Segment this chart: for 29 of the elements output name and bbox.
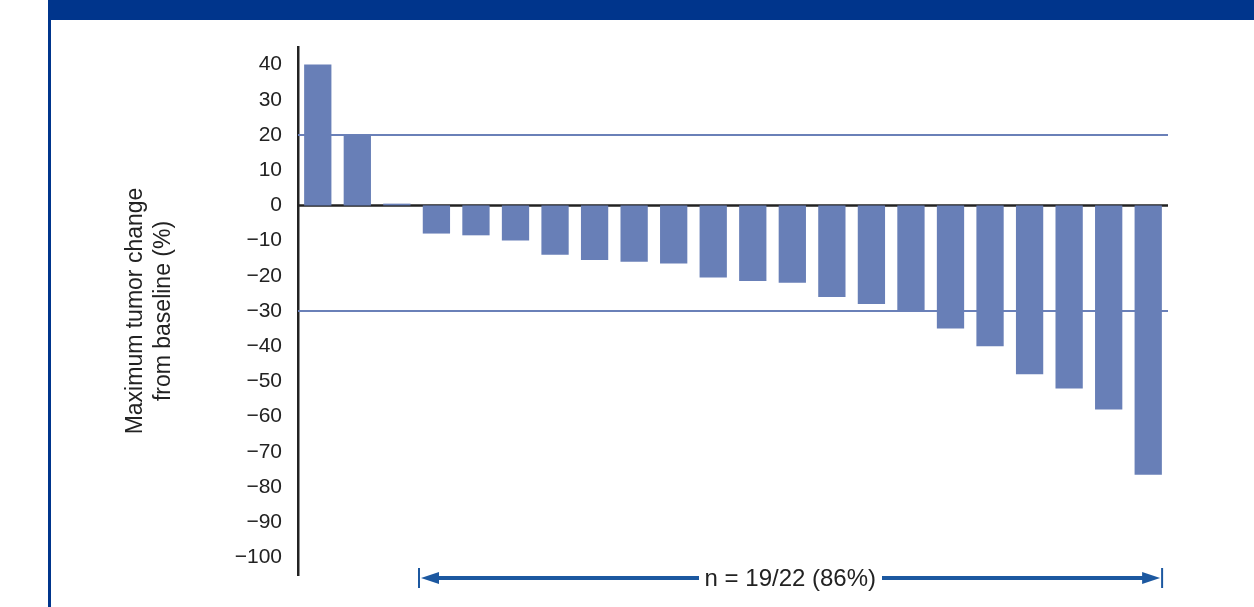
- y-tick-label: −80: [246, 473, 282, 497]
- y-tick-label: −100: [234, 544, 282, 568]
- bar: [699, 205, 727, 278]
- y-tick-label: −20: [246, 262, 282, 286]
- y-tick-label: −50: [246, 368, 282, 392]
- y-tick-label: 30: [258, 86, 282, 110]
- y-tick-label: 10: [258, 157, 282, 180]
- y-tick-label: −90: [246, 509, 282, 532]
- bar: [620, 205, 648, 262]
- y-tick-label: 0: [270, 192, 282, 216]
- y-tick-label: 20: [258, 121, 282, 145]
- bar: [580, 205, 609, 260]
- bar: [422, 205, 451, 234]
- bar: [739, 205, 767, 282]
- bar: [501, 205, 530, 241]
- y-tick-label: −70: [246, 438, 282, 462]
- bar: [660, 205, 688, 264]
- bar: [462, 205, 490, 236]
- bar: [818, 205, 846, 297]
- y-tick-label: −30: [246, 297, 282, 321]
- bar: [778, 205, 806, 283]
- y-tick-label: −40: [246, 333, 282, 356]
- annotation: n = 19/22 (86%): [698, 564, 883, 591]
- y-axis-title: Maximum tumor change from baseline (%): [121, 187, 175, 435]
- y-tick-label: −60: [246, 403, 282, 427]
- y-tick-label: 40: [258, 51, 282, 75]
- bar: [857, 205, 886, 304]
- y-tick-label: −10: [246, 227, 282, 251]
- bar: [541, 205, 569, 255]
